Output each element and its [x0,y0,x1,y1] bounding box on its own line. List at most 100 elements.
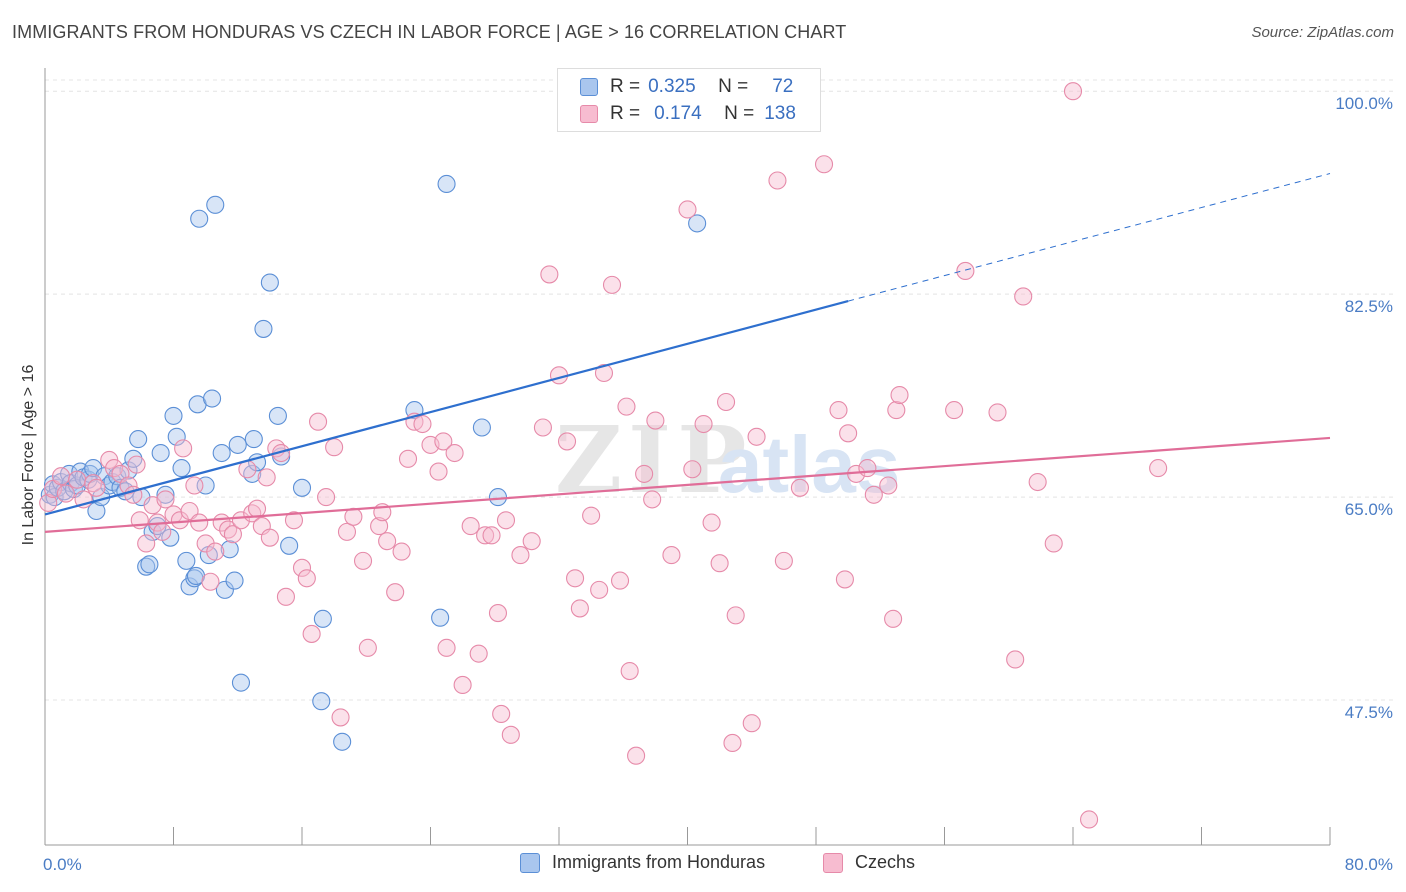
czechs-point [879,476,898,495]
honduras-point [228,435,247,454]
honduras-trend-extension [847,173,1331,302]
czechs-point [858,459,877,478]
czechs-point [260,528,279,547]
czechs-point [325,438,344,457]
czechs-point [398,449,418,468]
czechs-point [437,638,456,657]
czechs-point [662,546,681,565]
honduras-point [225,571,244,590]
czechs-point [590,580,609,599]
series-honduras-points [40,70,726,751]
czechs-point [945,401,964,420]
legend-item-czechs: Czechs [823,852,915,873]
legend-row-czechs: R = 0.174 N = 138 [580,102,796,126]
czechs-point [392,542,411,561]
honduras-r-value: 0.325 [648,76,696,97]
r-label: R = [610,76,641,97]
x-tick-label-end: 80.0% [1345,855,1393,874]
czechs-point [864,485,883,504]
czechs-point [476,526,495,545]
czechs-point [137,534,156,553]
honduras-point [203,389,222,408]
honduras-point [244,430,263,449]
czechs-point [309,412,328,431]
honduras-point [254,319,273,338]
czechs-point [337,522,357,541]
czechs-r-value: 0.174 [654,103,702,124]
series-legend: Immigrants from Honduras Czechs [0,852,1406,878]
czechs-point [445,443,464,463]
honduras-point [151,443,170,463]
czechs-point [694,414,713,434]
honduras-point [292,478,312,497]
honduras-point [268,406,287,425]
czechs-point [1149,459,1168,478]
czechs-legend-swatch [823,852,843,873]
honduras-point [215,580,234,599]
czechs-point [127,455,146,474]
czechs-point [884,609,903,628]
czechs-point [317,488,336,507]
czechs-point [557,432,577,451]
czechs-point [790,478,809,497]
honduras-point [156,485,175,504]
czechs-point [56,484,75,503]
honduras-point [177,551,196,570]
honduras-legend-label: Immigrants from Honduras [552,852,766,872]
czechs-point [52,467,71,486]
y-tick-labels: 100.0% 82.5% 65.0% 47.5% [1335,94,1393,722]
honduras-point [220,540,239,559]
czechs-legend-label: Czechs [855,852,916,872]
honduras-point [431,608,450,627]
honduras-point [140,555,159,574]
czechs-point [1044,534,1063,553]
czechs-point [156,490,175,509]
correlation-legend: R = 0.325 N = 72 R = 0.174 N = 138 [557,68,821,132]
czechs-point [716,392,736,412]
czechs-point [839,424,858,443]
czechs-point [68,470,87,489]
czechs-point [284,511,304,530]
czechs-point [627,746,646,765]
czechs-point [620,661,639,681]
czechs-point [890,385,909,405]
czechs-point [190,513,209,532]
czechs-point [742,714,761,733]
czechs-point [39,493,58,512]
czechs-point [533,418,552,437]
czechs-point [594,363,614,383]
czechs-point [501,725,520,744]
source-credit: Source: ZipAtlas.com [1251,24,1394,41]
czechs-trend-line [44,436,1331,533]
czechs-point [482,526,501,545]
x-tick-label-start: 0.0% [43,855,82,874]
trend-lines [44,173,1331,533]
czechs-point [180,501,199,521]
czechs-point [488,604,508,623]
honduras-point [212,443,231,463]
honduras-point [172,459,191,478]
czechs-point [683,460,702,479]
honduras-point [312,692,331,711]
czechs-point [453,675,472,695]
czechs-point [1014,287,1033,306]
czechs-point [201,572,220,591]
honduras-swatch [580,78,598,96]
czechs-point [814,155,834,174]
honduras-trend-line [44,300,849,516]
czechs-point [646,411,665,430]
czechs-point [702,513,721,532]
honduras-point [280,536,299,555]
czechs-point [540,265,559,284]
czechs-point [185,476,204,495]
n-label: N = [724,103,755,124]
czechs-point [461,517,480,536]
honduras-point [164,406,183,425]
czechs-point [206,542,225,561]
r-label: R = [610,103,641,124]
czechs-point [292,558,312,577]
honduras-point [333,732,352,751]
honduras-n-value: 72 [772,76,794,97]
gridlines [45,79,1393,701]
